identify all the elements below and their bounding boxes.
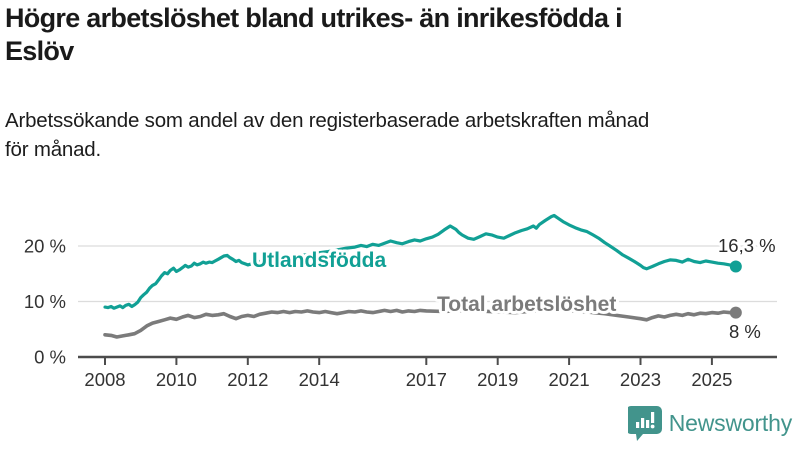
series-label-utlandsfodda: Utlandsfödda <box>252 249 386 272</box>
y-tick-label: 0 % <box>34 347 66 368</box>
x-tick-label: 2021 <box>549 369 590 390</box>
newsworthy-bubble-icon <box>627 406 662 441</box>
page-title: Högre arbetslöshet bland utrikes- än inr… <box>5 3 623 66</box>
x-tick-label: 2025 <box>691 369 732 390</box>
x-tick-label: 2010 <box>156 369 197 390</box>
chart-subtitle: Arbetssökande som andel av den registerb… <box>5 109 650 162</box>
end-value-label-utlandsfodda: 16,3 % <box>718 235 776 256</box>
x-tick-label: 2012 <box>227 369 268 390</box>
x-tick-label: 2023 <box>620 369 661 390</box>
y-tick-label: 20 % <box>24 236 66 257</box>
x-tick-label: 2019 <box>477 369 518 390</box>
end-value-label-total: 8 % <box>729 321 761 342</box>
newsworthy-logo[interactable]: Newsworthy <box>627 404 792 442</box>
series-line-total <box>103 307 738 339</box>
y-tick-label: 10 % <box>24 291 66 312</box>
x-tick-label: 2017 <box>406 369 447 390</box>
series-label-total: Total arbetslöshet <box>437 293 616 316</box>
series-line-utlandsfodda <box>103 213 738 310</box>
series-end-dot-utlandsfodda <box>729 260 742 273</box>
series-end-dot-total <box>729 306 742 319</box>
x-tick-label: 2014 <box>299 369 340 390</box>
newsworthy-wordmark: Newsworthy <box>668 409 792 436</box>
x-tick-label: 2008 <box>84 369 125 390</box>
chart-header: Högre arbetslöshet bland utrikes- än inr… <box>5 2 793 68</box>
